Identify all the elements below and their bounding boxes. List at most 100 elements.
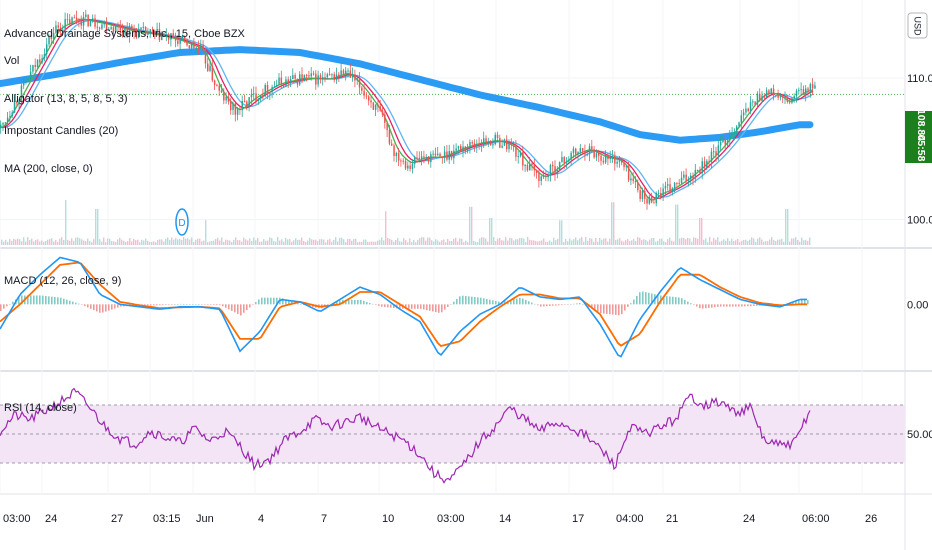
macd-histogram-bar (291, 301, 293, 305)
macd-histogram-bar (543, 304, 545, 307)
volume-bar (181, 239, 183, 245)
legend-ma[interactable]: MA (200, close, 0) (4, 163, 93, 175)
candle-body (494, 134, 496, 145)
volume-bar (491, 218, 493, 245)
candle-body (575, 148, 577, 155)
volume-bar (379, 239, 381, 245)
candle-body (510, 144, 513, 146)
volume-bar (169, 239, 171, 245)
volume-bar (29, 240, 31, 245)
macd-histogram-bar (6, 304, 8, 307)
legend-alligator[interactable]: Alligator (13, 8, 5, 8, 5, 3) (4, 93, 128, 105)
volume-bar (431, 240, 433, 245)
volume-bar (255, 240, 257, 245)
candle-body (338, 74, 340, 78)
time-tick-label: Jun (196, 513, 214, 525)
volume-bar (725, 240, 727, 245)
macd-histogram-bar (216, 304, 218, 306)
candle-body (499, 138, 501, 148)
volume-bar (27, 237, 29, 245)
candle-body (241, 100, 243, 111)
candle-body (650, 196, 653, 203)
candle-body (768, 90, 770, 94)
candle-body (404, 160, 407, 169)
candle-body (547, 175, 549, 178)
candle-body (57, 25, 59, 28)
candle-body (738, 122, 740, 127)
volume-bar (501, 240, 503, 245)
macd-histogram-bar (663, 295, 665, 305)
macd-histogram-bar (681, 298, 683, 305)
volume-bar (783, 241, 785, 245)
candle-body (535, 170, 538, 173)
volume-bar (123, 240, 125, 245)
macd-histogram-bar (108, 304, 110, 311)
macd-histogram-bar (510, 299, 512, 305)
volume-bar (279, 240, 281, 245)
currency-button[interactable]: USD (907, 12, 928, 39)
volume-bar (107, 238, 109, 245)
volume-bar (277, 237, 279, 245)
volume-bar (293, 240, 295, 245)
event-marker[interactable]: D (175, 208, 189, 236)
candle-body (690, 175, 692, 180)
macd-histogram-bar (363, 300, 365, 305)
volume-bar (7, 241, 9, 245)
candle-body (489, 143, 492, 146)
candle-body (103, 22, 105, 25)
volume-bar (249, 238, 251, 245)
candle-body (450, 151, 453, 159)
macd-histogram-bar (3, 304, 5, 309)
candle-body (319, 75, 322, 79)
volume-bar (179, 238, 181, 245)
volume-bar (615, 239, 617, 245)
candle-body (213, 80, 216, 85)
candle-body (271, 87, 273, 93)
candle-body (326, 74, 329, 78)
macd-histogram-bar (600, 304, 602, 314)
candle-body (370, 100, 372, 103)
macd-histogram-bar (210, 304, 212, 305)
candle-body (586, 154, 588, 156)
volume-bar (521, 237, 523, 245)
volume-bar (429, 237, 431, 245)
volume-bar (35, 239, 37, 245)
candle-body (282, 84, 285, 87)
legend-impostant-candles[interactable]: Impostant Candles (20) (4, 125, 118, 137)
volume-bar (499, 237, 501, 245)
volume-bar (91, 242, 93, 245)
last-price-badge: 108.84 05:58 (905, 109, 932, 163)
candle-body (604, 154, 607, 163)
price-tick-label: 110.00 (907, 73, 932, 85)
macd-histogram-bar (375, 304, 377, 305)
candle-body (294, 75, 296, 79)
volume-bar (719, 241, 721, 245)
volume-bar (381, 237, 383, 245)
candle-body (186, 39, 188, 46)
volume-bar (553, 237, 555, 245)
macd-histogram-bar (609, 304, 611, 315)
macd-histogram-bar (369, 302, 371, 305)
macd-histogram-bar (105, 304, 107, 312)
legend-rsi[interactable]: RSI (14, close) (4, 402, 77, 414)
macd-signal-line (0, 261, 807, 347)
volume-bar (201, 241, 203, 245)
volume-bar (473, 240, 475, 245)
candle-body (508, 144, 510, 150)
candle-body (517, 156, 519, 158)
candle-body (443, 151, 446, 158)
macd-histogram-bar (366, 301, 368, 305)
candle-body (133, 30, 135, 32)
macd-histogram-bar (591, 304, 593, 309)
symbol-title[interactable]: Advanced Drainage Systems, Inc., 15, Cbo… (4, 28, 246, 40)
legend-vol[interactable]: Vol (4, 55, 19, 67)
candle-body (64, 19, 66, 30)
legend-macd[interactable]: MACD (12, 26, close, 9) (4, 275, 121, 287)
volume-bar (525, 242, 527, 245)
volume-bar (59, 238, 61, 245)
volume-bar (387, 238, 389, 245)
volume-bar (223, 241, 225, 245)
candle-body (87, 14, 89, 27)
event-marker-label: D (178, 218, 185, 229)
